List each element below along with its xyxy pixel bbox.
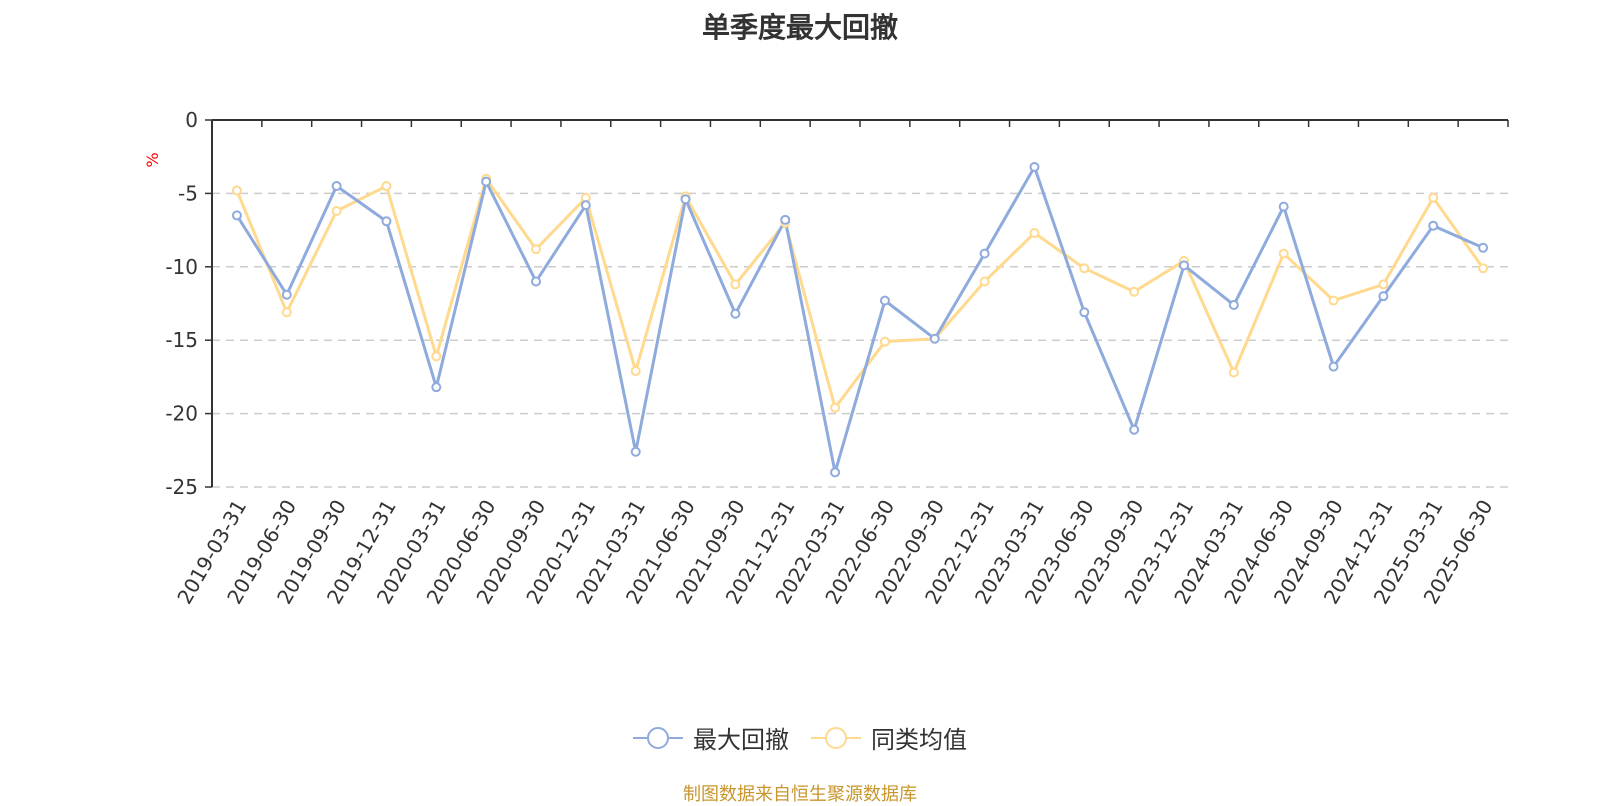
- series-2-point: [1129, 286, 1140, 297]
- series-1-point: [481, 176, 492, 187]
- series-1-point: [331, 181, 342, 192]
- series-2-point: [1428, 192, 1439, 203]
- series-1-point: [1428, 220, 1439, 231]
- y-tick-label: -5: [178, 181, 198, 205]
- series-1-point: [1129, 424, 1140, 435]
- series-1-point: [1228, 299, 1239, 310]
- series-2-point: [730, 279, 741, 290]
- series-1-point: [630, 446, 641, 457]
- series-2-point: [1478, 263, 1489, 274]
- y-unit-label: %: [143, 152, 162, 167]
- series-1-point: [1079, 307, 1090, 318]
- series-1-point: [1478, 242, 1489, 253]
- chart-title: 单季度最大回撤: [701, 11, 898, 44]
- series-1-point: [381, 216, 392, 227]
- source-note: 制图数据来自恒生聚源数据库: [683, 784, 917, 805]
- y-tick-label: -15: [165, 328, 198, 352]
- series-2-point: [830, 402, 841, 413]
- series-1-point: [780, 214, 791, 225]
- series-1-point: [231, 210, 242, 221]
- series-2-point: [1328, 295, 1339, 306]
- legend-symbol-series1: [633, 726, 683, 749]
- series-1-point: [879, 295, 890, 306]
- series-1-point: [431, 382, 442, 393]
- series-2-point: [1378, 279, 1389, 290]
- legend-item-series2[interactable]: 同类均值: [811, 720, 967, 755]
- series-2-point: [630, 366, 641, 377]
- series-2-point: [979, 276, 990, 287]
- series-2-point: [331, 206, 342, 217]
- y-tick-label: -10: [165, 255, 198, 279]
- series-1-point: [929, 333, 940, 344]
- legend-symbol-series2: [811, 726, 861, 749]
- series-1-point: [580, 200, 591, 211]
- series-2-point: [1278, 248, 1289, 259]
- series-2-point: [1079, 263, 1090, 274]
- series-2-point: [531, 244, 541, 255]
- series-1-point: [281, 289, 292, 300]
- series-1-point: [1029, 161, 1040, 172]
- series-1-point: [730, 308, 741, 319]
- series-1-point: [680, 194, 691, 205]
- series-2-point: [879, 336, 890, 347]
- series-1-point: [1278, 201, 1289, 212]
- legend-item-series1[interactable]: 最大回撤: [633, 720, 789, 755]
- y-tick-label: -20: [165, 402, 198, 426]
- series-line-1: [235, 165, 1484, 474]
- legend-label-series1: 最大回撤: [693, 726, 789, 754]
- y-tick-label: 0: [185, 108, 198, 132]
- series-1-point: [1328, 361, 1339, 372]
- series-1-point: [979, 248, 990, 259]
- series-2-point: [381, 181, 392, 192]
- series-2-point: [1228, 367, 1239, 378]
- series-1-point: [1378, 291, 1389, 302]
- series-1-point: [1179, 260, 1189, 271]
- series-2-point: [281, 307, 292, 318]
- series-2-point: [231, 185, 242, 196]
- legend-label-series2: 同类均值: [871, 726, 967, 754]
- series-line-2: [235, 177, 1485, 410]
- legend: 最大回撤 同类均值: [0, 720, 1600, 755]
- series-2-point: [431, 351, 442, 362]
- y-tick-label: -25: [165, 475, 198, 499]
- series-2-point: [1029, 228, 1040, 239]
- series-1-point: [830, 467, 841, 478]
- series-1-point: [531, 276, 541, 287]
